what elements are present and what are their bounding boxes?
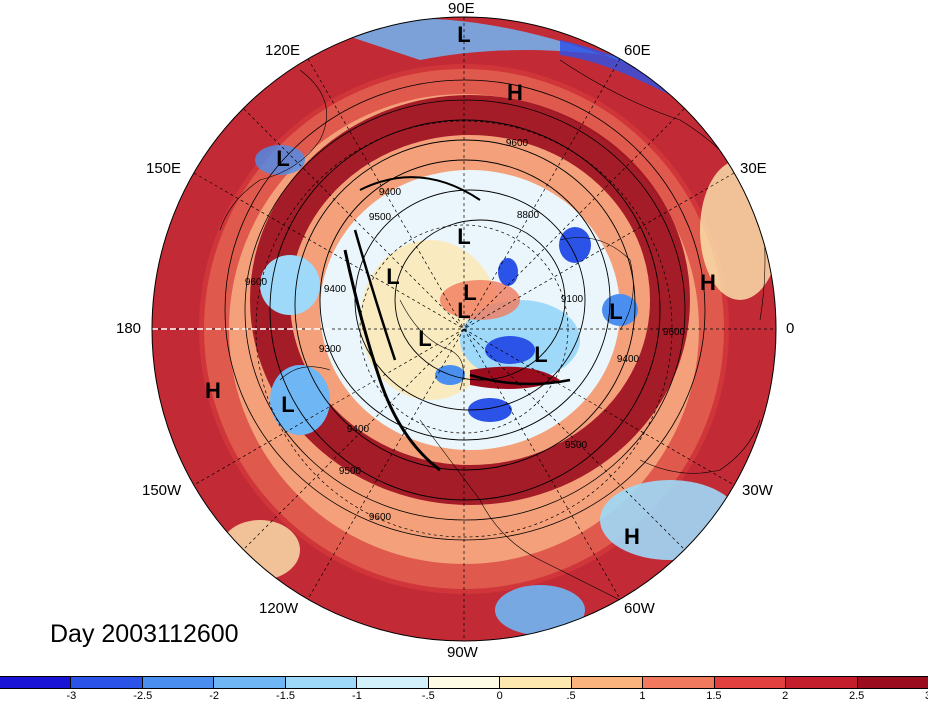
longitude-label: 120E — [265, 42, 301, 59]
pressure-center-label: H — [507, 80, 523, 105]
pressure-center-label: H — [205, 378, 221, 403]
longitude-label: 120W — [259, 600, 299, 617]
contour-label: 9600 — [369, 512, 392, 523]
longitude-label: 180 — [116, 320, 142, 337]
pressure-center-label: L — [463, 280, 476, 305]
longitude-label: 90W — [447, 644, 478, 661]
colorbar-tick-label: -1.5 — [276, 690, 296, 702]
colorbar-tick-label: 1 — [639, 690, 646, 702]
pressure-center-label: L — [457, 22, 470, 47]
pressure-center-label: L — [457, 298, 470, 323]
colorbar-swatch — [71, 677, 143, 688]
contour-label: 9500 — [565, 440, 588, 451]
longitude-label: 150E — [146, 160, 182, 177]
colorbar-swatch — [214, 677, 286, 688]
contour-label: 9400 — [324, 284, 347, 295]
pressure-center-label: L — [281, 392, 294, 417]
longitude-label: 30W — [742, 482, 773, 499]
colorbar-tick-label: 1.5 — [706, 690, 722, 702]
colorbar — [0, 676, 928, 689]
colorbar-swatch — [786, 677, 858, 688]
colorbar-tick-label: 2.5 — [848, 690, 865, 702]
longitude-label: 30E — [740, 160, 767, 177]
colorbar-tick-label: -1 — [352, 690, 362, 702]
height-contours — [224, 79, 706, 541]
contour-label: 9600 — [245, 277, 268, 288]
contour-label: 9400 — [347, 424, 370, 435]
pressure-center-label: L — [276, 146, 289, 171]
pressure-center-label: L — [609, 299, 622, 324]
colorbar-swatch — [714, 677, 787, 688]
longitude-label: 60W — [624, 600, 655, 617]
colorbar-swatch — [857, 677, 928, 688]
colorbar-swatch — [571, 677, 644, 688]
colorbar-swatch — [0, 677, 72, 688]
pressure-center-label: H — [700, 270, 716, 295]
pressure-center-label: L — [457, 224, 470, 249]
coastlines — [219, 59, 766, 601]
colorbar-swatch — [142, 677, 215, 688]
colorbar-tick-label: -3 — [66, 690, 77, 702]
longitude-label: 60E — [624, 42, 651, 59]
contour-label: 9100 — [561, 294, 584, 305]
map-boundary — [151, 16, 777, 642]
colorbar-swatch — [357, 677, 429, 688]
contour-label: 9300 — [319, 344, 342, 355]
pressure-center-label: L — [386, 264, 399, 289]
longitude-label: 150W — [142, 482, 182, 499]
pressure-centers: L H L L H L L L L L L H L H — [205, 22, 716, 549]
colorbar-swatch — [428, 677, 501, 688]
colorbar-swatch — [500, 677, 572, 688]
longitude-label: 90E — [448, 0, 475, 17]
polar-map: L H L L H L L L L L L H L H 9600 9600 95… — [151, 16, 777, 642]
colorbar-swatch — [285, 677, 358, 688]
colorbar-tick-label: 3 — [925, 690, 928, 702]
colorbar-tick-label: -2 — [209, 690, 220, 702]
colorbar-tick-label: -2.5 — [133, 690, 153, 702]
colorbar-tick-label: -.5 — [421, 690, 435, 702]
day-label: Day 2003112600 — [50, 620, 239, 648]
contour-label: 9500 — [339, 466, 362, 477]
contour-label: 9500 — [369, 212, 392, 223]
longitude-label: 0 — [786, 320, 795, 337]
contour-labels: 9600 9600 9500 9400 9300 9400 9500 9600 … — [245, 138, 686, 523]
colorbar-tick-label: .5 — [566, 690, 576, 702]
contour-label: 8800 — [517, 210, 540, 221]
colorbar-tick-label: 0 — [496, 690, 503, 702]
contour-label: 9400 — [617, 354, 640, 365]
contour-label: 9600 — [663, 327, 686, 338]
colorbar-swatch — [643, 677, 715, 688]
pressure-center-label: L — [534, 342, 547, 367]
pressure-center-label: H — [624, 524, 640, 549]
colorbar-tick-label: 2 — [782, 690, 789, 702]
pressure-center-label: L — [418, 326, 431, 351]
contour-label: 9400 — [379, 187, 402, 198]
contour-label: 9600 — [506, 138, 529, 149]
